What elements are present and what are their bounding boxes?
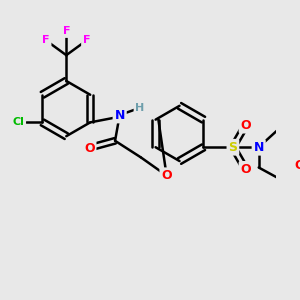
Text: O: O: [241, 118, 251, 132]
Text: O: O: [294, 159, 300, 172]
Text: Cl: Cl: [13, 117, 24, 128]
Text: O: O: [84, 142, 94, 155]
Text: F: F: [62, 26, 70, 36]
Text: F: F: [83, 35, 90, 45]
Text: S: S: [228, 141, 237, 154]
Text: O: O: [161, 169, 172, 182]
Text: O: O: [241, 163, 251, 176]
Text: F: F: [42, 35, 50, 45]
Text: H: H: [135, 103, 145, 112]
Text: N: N: [254, 141, 264, 154]
Text: N: N: [115, 109, 125, 122]
